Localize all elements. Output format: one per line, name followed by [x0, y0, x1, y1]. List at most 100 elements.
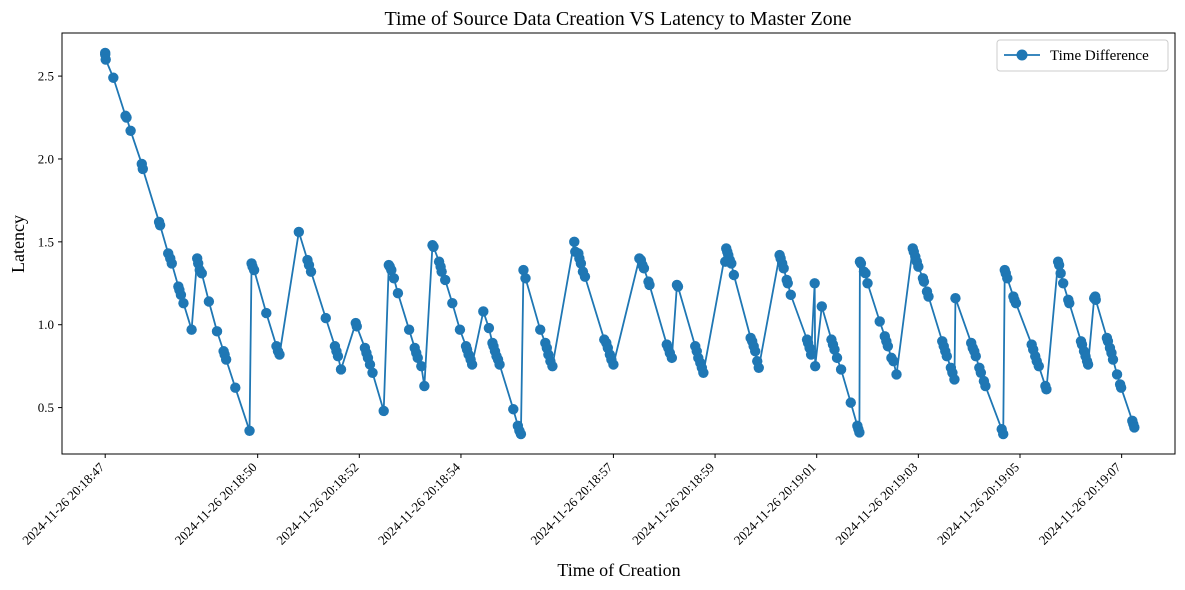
data-point: [412, 352, 423, 364]
data-point: [364, 359, 376, 370]
data-point: [923, 291, 934, 302]
data-point: [913, 261, 924, 272]
data-point: [137, 163, 149, 175]
data-point: [466, 359, 478, 370]
data-point: [440, 274, 451, 286]
data-point: [891, 369, 902, 380]
data-point: [244, 425, 255, 436]
data-point: [305, 266, 317, 277]
data-point: [845, 397, 856, 408]
data-point: [186, 324, 197, 335]
x-axis-label: Time of Creation: [557, 560, 680, 580]
data-point: [351, 321, 362, 332]
legend-marker-icon: [1016, 49, 1028, 61]
data-point: [515, 428, 527, 440]
data-point: [520, 273, 531, 284]
data-point: [918, 276, 930, 287]
series-layer: [100, 47, 1140, 440]
data-point: [121, 112, 132, 123]
data-point: [1115, 382, 1127, 393]
data-point: [809, 360, 821, 372]
data-point: [178, 297, 189, 309]
data-point: [569, 236, 580, 248]
data-point: [1053, 259, 1065, 271]
data-point: [975, 367, 987, 378]
data-point: [1041, 384, 1052, 395]
y-tick-label: 2.0: [38, 151, 54, 166]
data-point: [154, 220, 166, 231]
data-point: [388, 273, 400, 284]
plot-frame: [61, 32, 1176, 455]
data-point: [447, 297, 458, 309]
data-point: [970, 351, 981, 362]
data-point: [1033, 360, 1045, 372]
data-point: [547, 360, 558, 372]
data-point: [403, 324, 415, 335]
y-tick-label: 2.5: [38, 69, 54, 84]
data-point: [367, 367, 378, 378]
data-point: [386, 264, 397, 276]
data-point: [575, 258, 587, 269]
data-point: [175, 289, 187, 301]
y-tick-label: 1.0: [38, 317, 54, 332]
data-point: [854, 427, 865, 438]
data-point: [293, 226, 305, 238]
data-point: [860, 268, 871, 279]
data-point: [248, 264, 260, 276]
data-point: [888, 355, 899, 367]
data-point: [416, 360, 427, 372]
data-point: [785, 289, 796, 301]
data-point: [778, 263, 789, 274]
data-point: [436, 266, 447, 277]
y-axis-label: Latency: [8, 215, 28, 273]
data-point: [726, 258, 737, 269]
data-point: [666, 352, 678, 364]
data-point: [518, 264, 529, 276]
data-point: [108, 72, 119, 83]
data-point: [1010, 297, 1022, 309]
data-point: [508, 404, 519, 415]
y-tick-label: 1.5: [38, 234, 54, 249]
data-point: [579, 271, 591, 282]
data-point: [261, 307, 272, 319]
data-point: [220, 354, 232, 365]
data-point: [392, 288, 404, 299]
data-point: [750, 346, 761, 357]
data-point: [203, 296, 215, 307]
data-point: [125, 125, 136, 136]
data-point: [941, 351, 953, 362]
data-point: [378, 405, 389, 417]
data-point: [831, 352, 843, 364]
data-point: [835, 364, 847, 375]
data-point: [211, 326, 223, 337]
data-point: [320, 312, 331, 324]
data-point: [419, 380, 430, 392]
data-point: [753, 362, 764, 374]
data-point: [483, 322, 495, 334]
data-point: [535, 324, 546, 335]
data-point: [949, 374, 960, 385]
data-point: [805, 349, 817, 360]
legend: Time Difference: [996, 39, 1169, 72]
data-point: [230, 382, 241, 393]
data-point: [335, 364, 347, 375]
data-point: [1002, 273, 1013, 284]
legend-entry-label: Time Difference: [1050, 48, 1149, 64]
data-point: [855, 258, 867, 269]
data-point: [672, 281, 684, 292]
data-point: [829, 344, 840, 355]
data-point: [274, 349, 285, 360]
data-point: [1055, 268, 1066, 279]
legend-box: [996, 39, 1169, 72]
data-point: [1082, 359, 1094, 370]
data-point: [862, 278, 873, 289]
data-point: [1111, 369, 1123, 380]
chart-title: Time of Source Data Creation VS Latency …: [384, 8, 851, 30]
data-point: [638, 263, 650, 274]
data-point: [478, 306, 489, 317]
data-point: [816, 301, 827, 312]
data-point: [698, 367, 709, 378]
data-point: [1090, 294, 1101, 306]
